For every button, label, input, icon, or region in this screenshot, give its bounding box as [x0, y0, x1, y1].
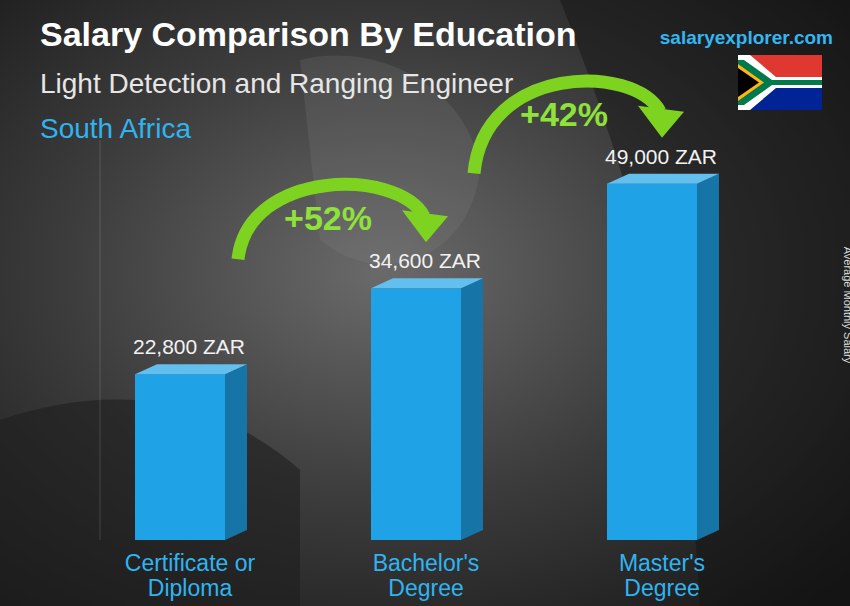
bar-top — [135, 364, 247, 374]
category-label: Bachelor'sDegree — [373, 550, 480, 601]
bar — [371, 278, 483, 540]
bar-front — [371, 288, 461, 540]
bar-top — [607, 174, 719, 184]
bar-front — [607, 184, 697, 540]
category-label: Master'sDegree — [619, 550, 705, 601]
bar-side — [225, 364, 247, 540]
y-axis-label: Average Monthly Salary — [842, 247, 850, 364]
category-line: Certificate or — [125, 550, 256, 576]
arrow-head — [402, 210, 448, 242]
flag-part — [738, 68, 759, 97]
bar-side — [697, 174, 719, 540]
category-label: Certificate orDiploma — [125, 550, 256, 601]
flag-part — [738, 64, 764, 101]
category-line: Master's — [619, 550, 705, 576]
chart-canvas: Salary Comparison By Education Light Dete… — [0, 0, 850, 606]
bar-top — [371, 278, 483, 288]
change-label: +42% — [520, 95, 608, 133]
category-line: Degree — [388, 575, 463, 601]
category-line: Diploma — [148, 575, 233, 601]
data-label: 49,000 ZAR — [605, 145, 717, 168]
bar-side — [461, 278, 483, 540]
flag — [738, 55, 822, 110]
flag-part — [738, 55, 822, 110]
data-label: 22,800 ZAR — [133, 335, 245, 358]
subtitle: Light Detection and Ranging Engineer — [40, 68, 513, 99]
region: South Africa — [40, 113, 191, 144]
arrow-body — [238, 184, 424, 259]
change-arrow — [238, 184, 448, 259]
change-arrow — [474, 81, 684, 173]
category-line: Bachelor's — [373, 550, 480, 576]
flag-part — [738, 60, 822, 105]
bar — [607, 174, 719, 540]
arrow-body — [474, 81, 660, 173]
source: salaryexplorer.com — [660, 27, 833, 48]
change-label: +52% — [284, 199, 372, 237]
y-axis-line — [100, 140, 101, 540]
data-label: 34,600 ZAR — [369, 249, 481, 272]
background — [0, 0, 850, 606]
bar-front — [135, 374, 225, 540]
title: Salary Comparison By Education — [40, 15, 577, 53]
arrow-head — [638, 106, 684, 138]
category-line: Degree — [624, 575, 699, 601]
background-shape — [560, 0, 850, 606]
bar — [135, 364, 247, 540]
